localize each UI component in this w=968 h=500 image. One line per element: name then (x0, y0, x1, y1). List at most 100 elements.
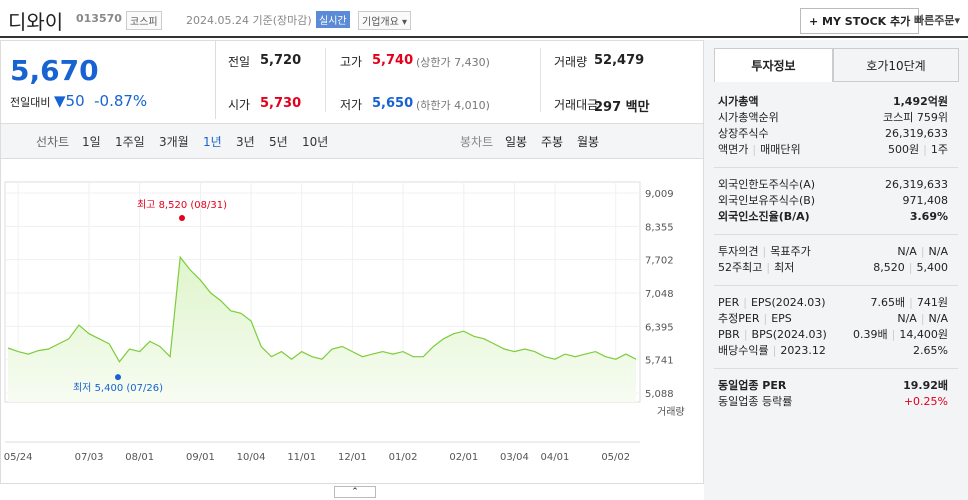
info-value: 코스피 759위 (883, 110, 948, 126)
info-value: 8,520 | 5,400 (873, 260, 948, 276)
info-label: 동일업종 등락률 (718, 394, 792, 410)
stat-value: 5,650 (372, 96, 414, 111)
annotation-label: 최고 8,520 (08/31) (137, 199, 227, 211)
volume-legend: 거래량 (657, 406, 685, 418)
stat-value: 5,720 (260, 53, 302, 68)
y-tick-label: 5,088 (645, 389, 674, 400)
area-fill (8, 257, 636, 402)
label-part: 시가총액순위 (718, 111, 779, 124)
value-part: 코스피 759위 (883, 111, 948, 124)
value-part: 741원 (916, 296, 948, 309)
info-value: 3.69% (910, 209, 948, 225)
info-row: 시가총액순위 코스피 759위 (718, 110, 948, 126)
info-row: 투자의견 | 목표주가 N/A | N/A (718, 244, 948, 260)
info-row: PER | EPS(2024.03) 7.65배 | 741원 (718, 295, 948, 311)
info-value: +0.25% (904, 394, 948, 410)
info-value: 19.92배 (903, 378, 948, 394)
x-tick-label: 04/01 (541, 452, 570, 463)
info-label: 상장주식수 (718, 126, 769, 142)
overview-label: 기업개요 (362, 17, 399, 28)
info-group: 시가총액 1,492억원 시가총액순위 코스피 759위 상장주식수 26,319,633… (718, 94, 948, 158)
x-tick-label: 08/01 (125, 452, 154, 463)
y-tick-label: 7,048 (645, 289, 674, 300)
period-tab[interactable]: 3년 (236, 135, 255, 149)
change-label: 전일대비 (10, 96, 51, 109)
period-tab[interactable]: 1일 (82, 135, 101, 149)
value-part: N/A (897, 245, 917, 258)
info-value: 0.39배 | 14,400원 (853, 327, 948, 343)
x-tick-label: 05/24 (4, 452, 33, 463)
info-row: 외국인보유주식수(B) 971,408 (718, 193, 948, 209)
info-tab[interactable]: 호가10단계 (833, 48, 959, 82)
x-tick-label: 07/03 (75, 452, 104, 463)
stat-label: 고가 (340, 55, 363, 69)
period-tab[interactable]: 1주일 (115, 135, 145, 149)
collapse-button[interactable]: ⌃ (334, 486, 376, 498)
separator: | (891, 328, 896, 341)
mystock-button[interactable]: + MY STOCK 추가 (800, 8, 920, 34)
chart: 거래량 5,088 5,741 6,395 7,048 7,702 8,355 9,009 0… (4, 181, 685, 463)
label-part: 외국인한도주식수(A) (718, 178, 816, 191)
info-label: 외국인보유주식수(B) (718, 193, 815, 209)
change-row: 전일대비 ▼50 -0.87% (10, 92, 148, 110)
realtime-badge[interactable]: 실시간 (316, 11, 350, 28)
y-tick-label: 6,395 (645, 322, 674, 333)
separator: | (743, 328, 748, 341)
annotation-dot (179, 214, 185, 221)
info-tab[interactable]: 투자정보 (714, 48, 833, 82)
candle-tab[interactable]: 월봉 (577, 135, 600, 149)
separator: | (772, 344, 777, 357)
divider (714, 167, 958, 168)
period-tab[interactable]: 1년 (203, 135, 222, 149)
info-label: 액면가 | 매매단위 (718, 142, 801, 158)
label-part: 동일업종 PER (718, 379, 787, 392)
value-part: 8,520 (873, 261, 905, 274)
label-part: PER (718, 296, 740, 309)
label-part: 최저 (774, 261, 795, 274)
value-part: 26,319,633 (885, 127, 948, 140)
label-part: 동일업종 등락률 (718, 395, 793, 408)
label-part: 투자의견 (718, 245, 759, 258)
info-value: 2.65% (913, 343, 948, 359)
line-label: 선차트 (36, 135, 70, 149)
period-tab[interactable]: 10년 (302, 135, 329, 149)
value-part: 3.69% (909, 210, 948, 223)
separator: | (763, 312, 768, 325)
divider (215, 41, 216, 119)
period-tab[interactable]: 5년 (269, 135, 288, 149)
info-value: 7.65배 | 741원 (871, 295, 948, 311)
divider (714, 285, 958, 286)
candle-tab[interactable]: 일봉 (505, 135, 528, 149)
info-row: 외국인한도주식수(A) 26,319,633 (718, 177, 948, 193)
value-part: +0.25% (903, 395, 948, 408)
x-tick-label: 05/02 (601, 452, 630, 463)
x-tick-label: 02/01 (449, 452, 478, 463)
stat-label: 저가 (340, 98, 363, 112)
label-part: EPS(2024.03) (750, 296, 826, 309)
date: 2024.05.24 기준(장마감) (186, 14, 312, 27)
stat-value: 297 백만 (594, 100, 650, 115)
info-value: 26,319,633 (885, 177, 948, 193)
label-part: 52주최고 (718, 261, 763, 274)
quick-order[interactable]: 빠른주문▾ (914, 14, 961, 27)
period-tab[interactable]: 3개월 (159, 135, 189, 149)
stat-value: 5,740 (372, 53, 414, 68)
info-label: 배당수익률 | 2023.12 (718, 343, 826, 359)
candle-tab[interactable]: 주봉 (541, 135, 564, 149)
stat-note: (상한가 7,430) (416, 56, 490, 69)
value-part: 1주 (930, 143, 948, 156)
period-bar (1, 123, 703, 159)
info-label: PER | EPS(2024.03) (718, 295, 826, 311)
info-label: 시가총액순위 (718, 110, 779, 126)
divider (714, 368, 958, 369)
divider (325, 48, 326, 112)
label-part: 매매단위 (760, 143, 801, 156)
annotation-dot (115, 374, 121, 381)
label-part: 액면가 (718, 143, 749, 156)
market-tag: 코스피 (126, 11, 162, 30)
info-row: 동일업종 PER 19.92배 (718, 378, 948, 394)
overview-button[interactable]: 기업개요 ▾ (358, 11, 412, 30)
value-part: 0.39배 (853, 328, 888, 341)
separator: | (923, 143, 927, 156)
label-part: EPS (771, 312, 792, 325)
